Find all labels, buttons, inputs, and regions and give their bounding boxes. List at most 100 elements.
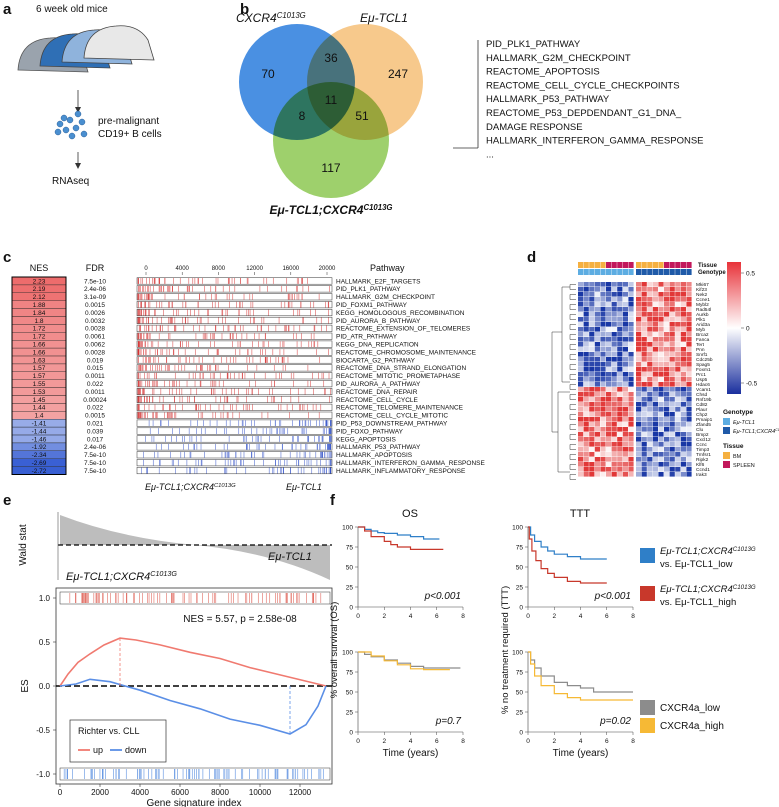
barcode-frame: [136, 309, 333, 317]
heatmap-cell: [611, 432, 617, 437]
heatmap-cell: [658, 362, 664, 367]
gene-label: Nek2: [696, 292, 708, 298]
heatmap-cell: [617, 312, 623, 317]
pathway-name: HALLMARK_G2M_CHECKPOINT: [336, 294, 435, 301]
heatmap-cell: [578, 417, 584, 422]
rug-frame: [59, 591, 331, 605]
heatmap-cell: [583, 432, 589, 437]
heatmap-cell: [600, 367, 606, 372]
barcode-frame: [136, 332, 333, 340]
heatmap-cell: [680, 352, 686, 357]
barcode-frame: [136, 348, 333, 356]
stat-label: NES = 5.57, p = 2.58e-08: [183, 614, 297, 625]
pathway-item: REACTOME_APOPTOSIS: [486, 67, 600, 78]
pathway-item: HALLMARK_G2M_CHECKPOINT: [486, 53, 631, 64]
panel-label: d: [527, 249, 536, 266]
heatmap-cell: [578, 407, 584, 412]
dendrogram-branch: [569, 284, 576, 290]
heatmap-cell: [611, 332, 617, 337]
heatmap-cell: [578, 327, 584, 332]
heatmap-cell: [647, 462, 653, 467]
legend-title: Genotype: [723, 409, 753, 416]
legend-label: Eμ-TCL1: [733, 420, 755, 426]
heatmap-cell: [611, 292, 617, 297]
heatmap-cell: [647, 332, 653, 337]
heatmap-cell: [658, 342, 664, 347]
heatmap-cell: [658, 357, 664, 362]
heatmap-cell: [675, 282, 681, 287]
heatmap-cell: [600, 392, 606, 397]
dendrogram-branch: [569, 414, 576, 420]
heatmap-cell: [622, 327, 628, 332]
gene-label: Hdac6: [696, 382, 710, 388]
group-label: Eμ-TCL1: [268, 551, 312, 563]
barcode: [136, 301, 333, 309]
dendrogram-branch: [569, 374, 576, 380]
heatmap-cell: [583, 327, 589, 332]
heatmap-cell: [578, 422, 584, 427]
heatmap-cell: [669, 387, 675, 392]
heatmap-cell: [622, 337, 628, 342]
heatmap-cell: [641, 437, 647, 442]
heatmap-cell: [680, 422, 686, 427]
heatmap-cell: [669, 472, 675, 477]
axis-title: % overall survival (OS): [329, 602, 340, 699]
fdr-value: 7.5e-10: [84, 460, 106, 467]
genotype-annotation: [589, 269, 595, 275]
col-header: NES: [30, 263, 49, 273]
heatmap-cell: [594, 442, 600, 447]
heatmap-cell: [622, 362, 628, 367]
heatmap-cell: [675, 407, 681, 412]
heatmap-cell: [594, 472, 600, 477]
gene-label: Ccne1: [696, 297, 710, 303]
heatmap-cell: [664, 452, 670, 457]
barcode-frame: [136, 395, 333, 403]
gene-label: Tmfsr1: [696, 452, 711, 458]
fdr-value: 0.017: [87, 436, 104, 443]
heatmap-cell: [680, 427, 686, 432]
fdr-value: 0.019: [87, 357, 104, 364]
heatmap-cell: [606, 332, 612, 337]
heatmap-cell: [628, 317, 634, 322]
heatmap-cell: [680, 312, 686, 317]
heatmap-cell: [617, 397, 623, 402]
heatmap-cell: [675, 287, 681, 292]
x-tick-label: 8: [631, 613, 635, 620]
heatmap-cell: [686, 317, 692, 322]
heatmap-cell: [636, 462, 642, 467]
heatmap-cell: [600, 372, 606, 377]
fdr-value: 0.00024: [83, 397, 107, 404]
dendrogram-branch: [569, 354, 576, 360]
heatmap-cell: [675, 442, 681, 447]
heatmap-cell: [628, 427, 634, 432]
heatmap-cell: [664, 307, 670, 312]
heatmap-cell: [641, 452, 647, 457]
heatmap-cell: [647, 442, 653, 447]
heatmap-cell: [641, 362, 647, 367]
barcode-frame: [136, 443, 333, 451]
pathway-name: PID_ATR_PATHWAY: [336, 334, 398, 341]
heatmap-cell: [669, 357, 675, 362]
x-tick-label: 8000: [211, 788, 229, 797]
fdr-value: 7.5e-10: [84, 278, 106, 285]
heatmap-cell: [675, 377, 681, 382]
heatmap-cell: [675, 327, 681, 332]
heatmap-cell: [589, 422, 595, 427]
gene-label: Rnf19b: [696, 397, 712, 403]
genotype-annotation: [664, 269, 670, 275]
pathway-item: ...: [486, 149, 494, 160]
annotation-title: Genotype: [698, 270, 726, 276]
fdr-value: 0.022: [87, 381, 104, 388]
genotype-annotation: [641, 269, 647, 275]
pathway-name: HALLMARK_E2F_TARGETS: [336, 278, 421, 285]
axis-title: Gene signature index: [146, 798, 241, 807]
heatmap-cell: [636, 352, 642, 357]
x-tick-label: 0: [356, 613, 360, 620]
heatmap-cell: [628, 357, 634, 362]
heatmap-cell: [641, 442, 647, 447]
heatmap-cell: [669, 297, 675, 302]
heatmap-cell: [647, 317, 653, 322]
panel-label: c: [3, 249, 11, 266]
heatmap-cell: [606, 362, 612, 367]
heatmap-cell: [606, 462, 612, 467]
